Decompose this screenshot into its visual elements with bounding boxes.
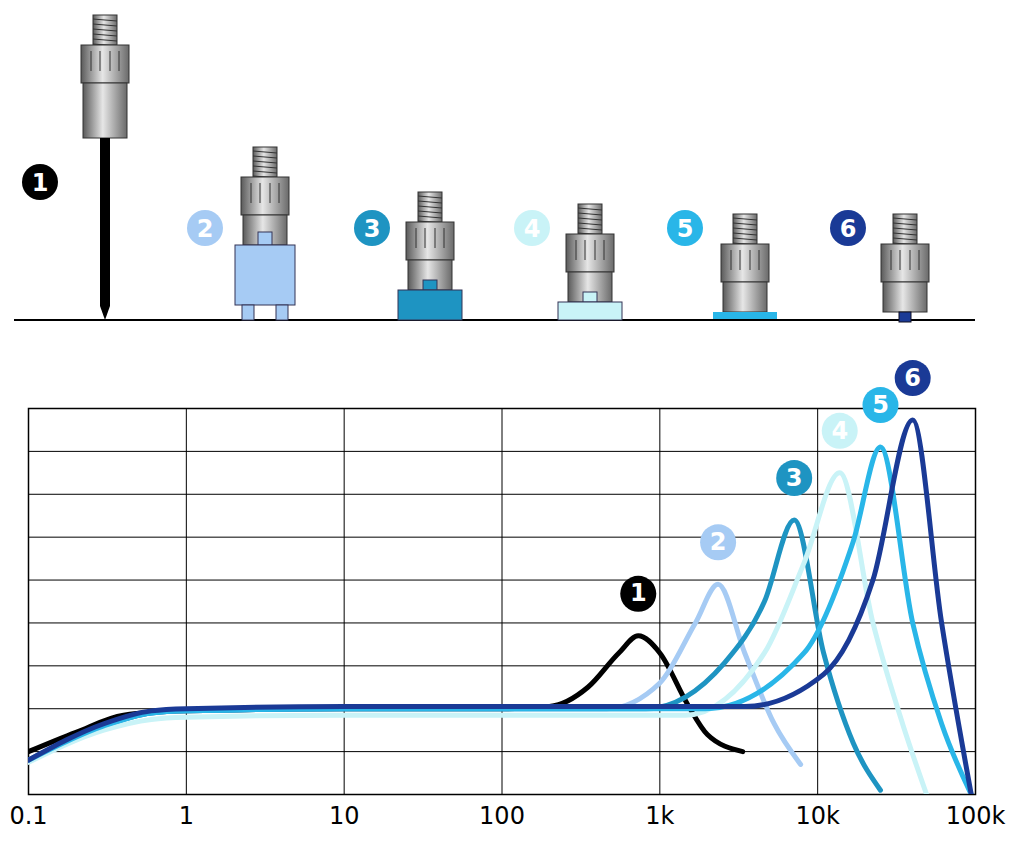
svg-text:0.1: 0.1 <box>9 802 47 830</box>
svg-text:10k: 10k <box>795 802 840 830</box>
svg-text:5: 5 <box>677 215 694 243</box>
svg-text:100: 100 <box>479 802 525 830</box>
svg-text:4: 4 <box>831 417 848 445</box>
svg-text:6: 6 <box>840 215 857 243</box>
svg-text:1: 1 <box>32 169 49 197</box>
svg-text:3: 3 <box>364 215 381 243</box>
svg-text:10: 10 <box>329 802 360 830</box>
svg-text:1: 1 <box>179 802 194 830</box>
svg-text:6: 6 <box>904 364 921 392</box>
svg-text:2: 2 <box>710 528 727 556</box>
svg-text:1k: 1k <box>645 802 674 830</box>
svg-text:5: 5 <box>872 391 889 419</box>
svg-text:100k: 100k <box>946 802 1006 830</box>
svg-text:4: 4 <box>524 215 541 243</box>
svg-text:3: 3 <box>786 464 803 492</box>
svg-text:1: 1 <box>630 579 647 607</box>
svg-text:2: 2 <box>197 215 214 243</box>
